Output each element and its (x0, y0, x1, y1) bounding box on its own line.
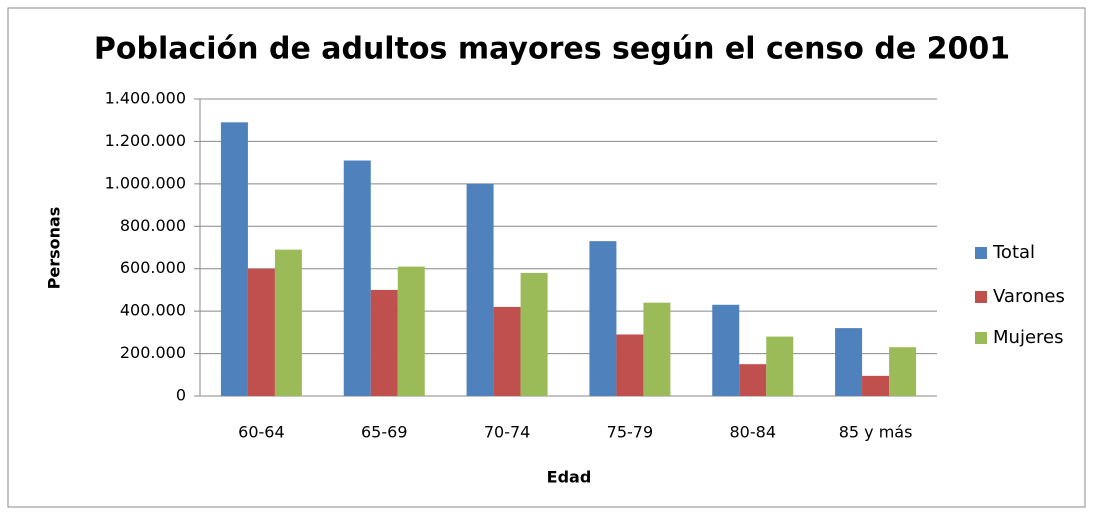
legend-label: Varones (993, 286, 1065, 307)
x-tick-label: 75-79 (607, 423, 654, 442)
y-tick-label: 1.400.000 (105, 89, 186, 108)
bar (493, 306, 521, 396)
bar (766, 336, 794, 396)
bar (739, 364, 767, 396)
x-tick-label: 65-69 (361, 423, 408, 442)
y-tick-label: 0 (176, 386, 186, 405)
legend-swatch (975, 247, 987, 259)
legend-swatch (975, 332, 987, 344)
bar (520, 272, 548, 396)
chart-title: Población de adultos mayores según el ce… (94, 32, 1010, 67)
chart-frame (7, 7, 1086, 508)
legend-label: Total (992, 242, 1035, 263)
y-tick-label: 1.200.000 (105, 131, 186, 150)
bar (220, 122, 248, 396)
bar (370, 289, 398, 396)
bar (397, 266, 425, 396)
x-axis-label: Edad (547, 468, 592, 487)
bar (835, 328, 863, 396)
bar (274, 249, 302, 396)
bar (616, 334, 644, 396)
bar (247, 268, 275, 396)
x-tick-label: 85 y más (839, 423, 913, 442)
y-tick-label: 600.000 (120, 258, 186, 277)
y-tick-label: 1.000.000 (105, 173, 186, 192)
y-axis-label: Personas (45, 207, 64, 290)
y-tick-label: 400.000 (120, 301, 186, 320)
bar (889, 347, 917, 396)
bar (466, 183, 494, 396)
legend-label: Mujeres (993, 327, 1063, 348)
bar (712, 304, 740, 396)
x-tick-label: 60-64 (238, 423, 285, 442)
x-tick-label: 80-84 (730, 423, 777, 442)
legend-swatch (975, 291, 987, 303)
x-tick-label: 70-74 (484, 423, 531, 442)
bar (343, 160, 371, 396)
bar (862, 375, 890, 396)
bar (589, 241, 617, 396)
y-tick-label: 200.000 (120, 343, 186, 362)
y-tick-label: 800.000 (120, 216, 186, 235)
bar (643, 302, 671, 396)
